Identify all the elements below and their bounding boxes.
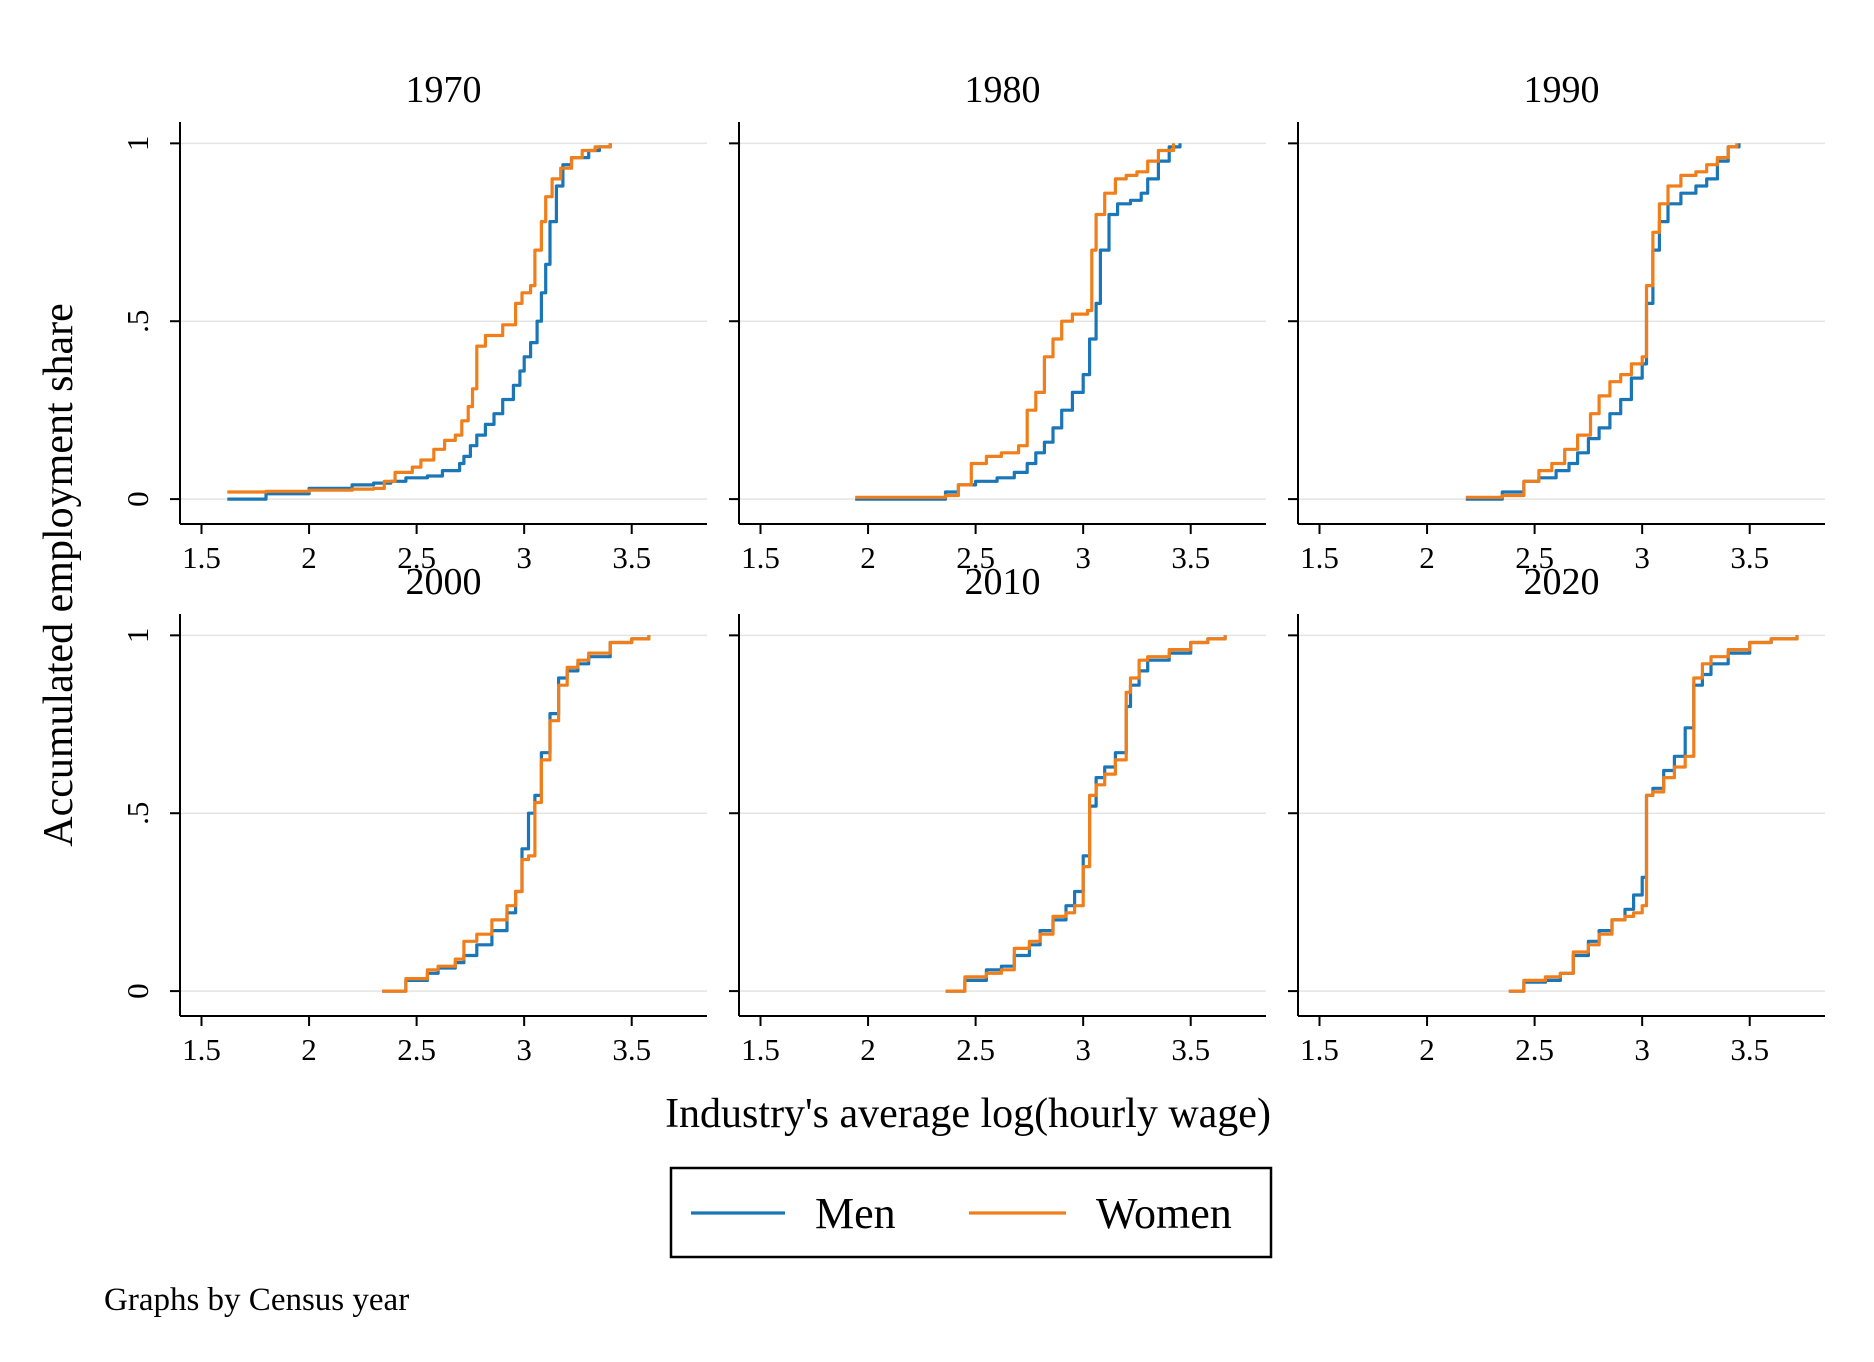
x-tick-label: 3	[516, 1032, 532, 1067]
panel-title: 2010	[965, 561, 1041, 603]
x-tick-label: 2	[860, 1032, 876, 1067]
x-tick-label: 2	[301, 540, 317, 575]
x-tick-label: 1.5	[1300, 540, 1339, 575]
x-tick-label: 2	[301, 1032, 317, 1067]
series-line-women	[1465, 143, 1739, 499]
series-line-women	[227, 143, 612, 494]
x-tick-label: 1.5	[1300, 1032, 1339, 1067]
x-tick-label: 3.5	[1730, 1032, 1769, 1067]
x-tick-label: 1.5	[182, 1032, 221, 1067]
series-line-men	[855, 143, 1182, 501]
x-tick-label: 3	[1075, 1032, 1091, 1067]
legend: Men Women	[669, 1166, 1273, 1259]
x-tick-label: 2	[1419, 1032, 1435, 1067]
panel-1980: 1980 1.5 2 2.5 3 3.5	[729, 69, 1266, 575]
x-tick-label: 2	[1419, 540, 1435, 575]
y-tick-label: 0	[120, 983, 155, 999]
x-tick-label: 3	[1634, 540, 1650, 575]
series-line-men	[382, 635, 651, 993]
x-tick-label: 1.5	[182, 540, 221, 575]
legend-label-men: Men	[815, 1189, 896, 1238]
x-tick-label: 1.5	[741, 1032, 780, 1067]
series-line-men	[1465, 143, 1741, 501]
series-line-women	[855, 143, 1176, 499]
x-tick-label: 3	[1075, 540, 1091, 575]
panel-title: 1990	[1524, 69, 1600, 111]
panel-title: 1970	[406, 69, 482, 111]
y-tick-label: 1	[120, 136, 155, 152]
legend-label-women: Women	[1096, 1189, 1232, 1238]
series-line-women	[382, 635, 651, 993]
x-tick-label: 2.5	[397, 1032, 436, 1067]
panel-1970: 1970 0 .5 1 1.5 2 2.5 3 3.5	[120, 69, 707, 575]
x-tick-label: 3.5	[612, 540, 651, 575]
x-tick-label: 3	[516, 540, 532, 575]
x-tick-label: 3.5	[1171, 540, 1210, 575]
panel-title: 2000	[406, 561, 482, 603]
x-tick-label: 2	[860, 540, 876, 575]
panel-title: 1980	[965, 69, 1041, 111]
panel-2020: 2020 1.5 2 2.5 3 3.5	[1288, 561, 1825, 1067]
panel-2000: 2000 0 .5 1 1.5 2 2.5 3 3.5	[120, 561, 707, 1067]
x-tick-label: 3.5	[1730, 540, 1769, 575]
x-tick-label: 2.5	[956, 540, 995, 575]
x-tick-label: 1.5	[741, 540, 780, 575]
x-axis-title: Industry's average log(hourly wage)	[665, 1091, 1271, 1137]
x-tick-label: 2.5	[397, 540, 436, 575]
panel-title: 2020	[1524, 561, 1600, 603]
panel-1990: 1990 1.5 2 2.5 3 3.5	[1288, 69, 1825, 575]
y-tick-label: .5	[120, 310, 155, 333]
x-tick-label: 3	[1634, 1032, 1650, 1067]
y-tick-label: .5	[120, 802, 155, 825]
series-line-women	[945, 635, 1227, 993]
x-tick-label: 2.5	[1515, 1032, 1554, 1067]
x-tick-label: 2.5	[956, 1032, 995, 1067]
x-tick-label: 3.5	[1171, 1032, 1210, 1067]
figure-note: Graphs by Census year	[104, 1282, 409, 1318]
panel-2010: 2010 1.5 2 2.5 3 3.5	[729, 561, 1266, 1067]
y-axis-title: Accumulated employment share	[36, 303, 82, 846]
x-tick-label: 3.5	[612, 1032, 651, 1067]
x-tick-label: 2.5	[1515, 540, 1554, 575]
y-tick-label: 1	[120, 628, 155, 644]
series-line-women	[1508, 635, 1799, 993]
y-tick-label: 0	[120, 491, 155, 507]
